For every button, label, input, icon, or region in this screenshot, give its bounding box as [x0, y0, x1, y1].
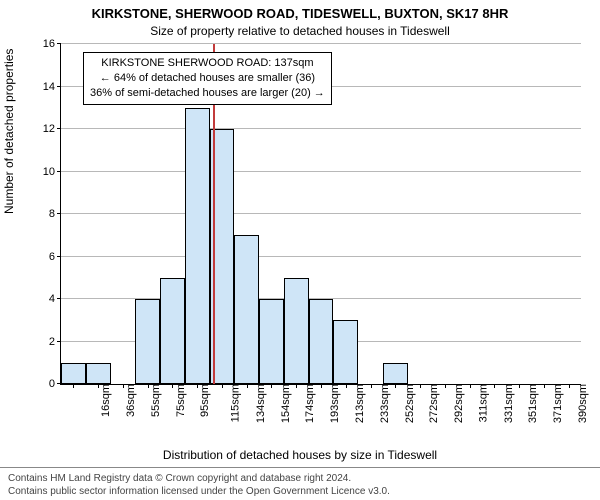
x-tick-label: 75sqm — [171, 384, 187, 417]
gridline — [61, 43, 581, 44]
histogram-bar — [383, 363, 408, 384]
gridline — [61, 128, 581, 129]
x-tick-mark — [346, 384, 347, 388]
histogram-bar — [333, 320, 358, 384]
x-tick-mark — [569, 384, 570, 388]
annotation-line-3: 36% of semi-detached houses are larger (… — [90, 86, 325, 101]
histogram-bar — [234, 235, 259, 384]
histogram-bar — [185, 108, 210, 384]
x-tick-mark — [544, 384, 545, 388]
x-tick-mark — [371, 384, 372, 388]
y-tick-label: 4 — [49, 293, 61, 305]
y-tick-label: 0 — [49, 378, 61, 390]
x-tick-mark — [222, 384, 223, 388]
x-tick-mark — [247, 384, 248, 388]
y-tick-label: 2 — [49, 336, 61, 348]
x-axis-label: Distribution of detached houses by size … — [0, 448, 600, 462]
annotation-line-1: KIRKSTONE SHERWOOD ROAD: 137sqm — [90, 56, 325, 71]
chart-title-sub: Size of property relative to detached ho… — [0, 24, 600, 38]
x-tick-label: 115sqm — [226, 384, 242, 422]
histogram-bar — [86, 363, 111, 384]
y-tick-label: 6 — [49, 251, 61, 263]
footer-line-2: Contains public sector information licen… — [8, 485, 592, 498]
x-tick-mark — [296, 384, 297, 388]
x-tick-label: 36sqm — [121, 384, 137, 417]
x-tick-mark — [73, 384, 74, 388]
footer-attribution: Contains HM Land Registry data © Crown c… — [0, 467, 600, 498]
x-tick-label: 311sqm — [473, 384, 489, 422]
x-tick-label: 233sqm — [375, 384, 391, 423]
x-tick-label: 213sqm — [350, 384, 366, 423]
histogram-bar — [309, 299, 334, 384]
x-tick-label: 390sqm — [573, 384, 589, 423]
y-tick-label: 14 — [43, 81, 61, 93]
chart-title-main: KIRKSTONE, SHERWOOD ROAD, TIDESWELL, BUX… — [0, 6, 600, 21]
y-axis-label: Number of detached properties — [2, 49, 16, 214]
x-tick-mark — [395, 384, 396, 388]
x-tick-label: 154sqm — [276, 384, 292, 423]
x-tick-label: 95sqm — [195, 384, 211, 417]
x-tick-label: 371sqm — [548, 384, 564, 423]
y-tick-label: 12 — [43, 123, 61, 135]
histogram-bar — [61, 363, 86, 384]
gridline — [61, 213, 581, 214]
x-tick-mark — [197, 384, 198, 388]
x-tick-mark — [519, 384, 520, 388]
x-tick-label: 272sqm — [424, 384, 440, 423]
histogram-bar — [259, 299, 284, 384]
x-tick-label: 193sqm — [325, 384, 341, 423]
y-tick-label: 10 — [43, 166, 61, 178]
histogram-bar — [160, 278, 185, 384]
x-tick-mark — [445, 384, 446, 388]
chart-container: KIRKSTONE, SHERWOOD ROAD, TIDESWELL, BUX… — [0, 0, 600, 500]
x-tick-label: 331sqm — [499, 384, 515, 423]
histogram-bar — [284, 278, 309, 384]
x-tick-mark — [494, 384, 495, 388]
gridline — [61, 171, 581, 172]
x-tick-label: 252sqm — [400, 384, 416, 423]
x-tick-mark — [98, 384, 99, 388]
x-tick-mark — [321, 384, 322, 388]
footer-line-1: Contains HM Land Registry data © Crown c… — [8, 472, 592, 485]
x-tick-mark — [271, 384, 272, 388]
x-tick-mark — [123, 384, 124, 388]
annotation-box: KIRKSTONE SHERWOOD ROAD: 137sqm← 64% of … — [83, 52, 332, 105]
x-tick-label: 174sqm — [301, 384, 317, 423]
x-tick-mark — [172, 384, 173, 388]
x-tick-mark — [148, 384, 149, 388]
x-tick-mark — [420, 384, 421, 388]
x-tick-label: 351sqm — [523, 384, 539, 423]
histogram-bar — [135, 299, 160, 384]
gridline — [61, 256, 581, 257]
annotation-line-2: ← 64% of detached houses are smaller (36… — [90, 71, 325, 86]
plot-area: 024681012141616sqm36sqm55sqm75sqm95sqm11… — [60, 44, 581, 385]
x-tick-label: 16sqm — [96, 384, 112, 417]
y-tick-label: 16 — [43, 38, 61, 50]
x-tick-mark — [470, 384, 471, 388]
x-tick-label: 134sqm — [251, 384, 267, 423]
y-tick-label: 8 — [49, 208, 61, 220]
x-tick-label: 292sqm — [449, 384, 465, 423]
x-tick-label: 55sqm — [146, 384, 162, 417]
